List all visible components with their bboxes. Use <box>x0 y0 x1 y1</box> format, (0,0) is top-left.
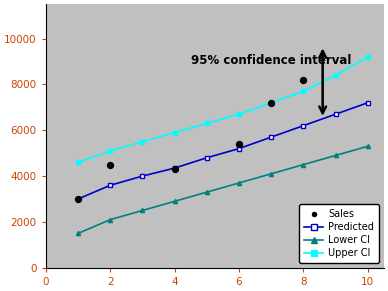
Point <box>107 162 113 167</box>
Point <box>171 167 178 172</box>
Point <box>300 77 307 82</box>
Point <box>75 197 81 201</box>
Point <box>236 142 242 146</box>
Legend: Sales, Predicted, Lower CI, Upper CI: Sales, Predicted, Lower CI, Upper CI <box>299 205 379 263</box>
Text: 95% confidence interval: 95% confidence interval <box>191 54 351 67</box>
Point <box>268 100 274 105</box>
